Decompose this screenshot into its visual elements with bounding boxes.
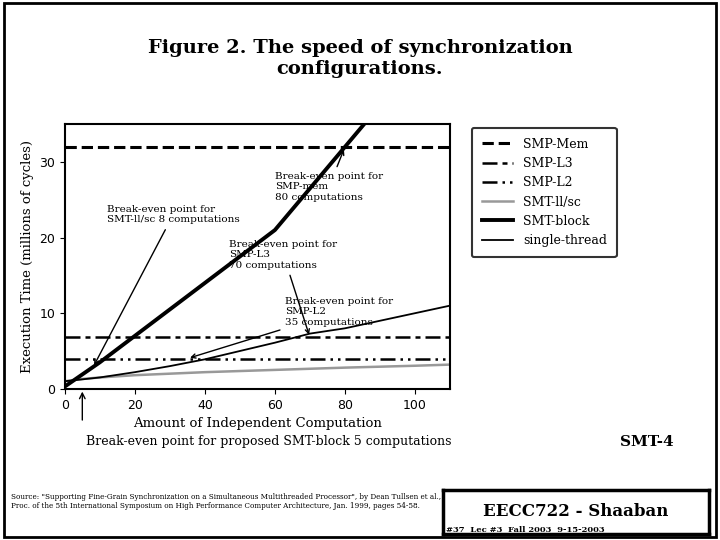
Text: configurations.: configurations. — [276, 60, 444, 78]
Text: Break-even point for proposed SMT-block 5 computations: Break-even point for proposed SMT-block … — [86, 435, 452, 448]
Text: EECC722 - Shaaban: EECC722 - Shaaban — [483, 503, 669, 521]
Text: Figure 2. The speed of synchronization: Figure 2. The speed of synchronization — [148, 39, 572, 57]
Text: Source: "Supporting Fine-Grain Synchronization on a Simultaneous Multithreaded P: Source: "Supporting Fine-Grain Synchroni… — [11, 493, 441, 510]
Text: SMT-4: SMT-4 — [620, 435, 673, 449]
Text: Break-even point for
SMP-L2
35 computations: Break-even point for SMP-L2 35 computati… — [192, 297, 394, 358]
Legend: SMP-Mem, SMP-L3, SMP-L2, SMT-ll/sc, SMT-block, single-thread: SMP-Mem, SMP-L3, SMP-L2, SMT-ll/sc, SMT-… — [472, 128, 617, 257]
Y-axis label: Execution Time (millions of cycles): Execution Time (millions of cycles) — [21, 140, 34, 373]
Text: Break-even point for
SMP-mem
80 computations: Break-even point for SMP-mem 80 computat… — [275, 151, 383, 202]
Text: Break-even point for
SMT-ll/sc 8 computations: Break-even point for SMT-ll/sc 8 computa… — [95, 205, 240, 364]
Text: #37  Lec #3  Fall 2003  9-15-2003: #37 Lec #3 Fall 2003 9-15-2003 — [446, 525, 605, 534]
Text: Break-even point for
SMP-L3
70 computations: Break-even point for SMP-L3 70 computati… — [230, 240, 338, 333]
X-axis label: Amount of Independent Computation: Amount of Independent Computation — [133, 417, 382, 430]
